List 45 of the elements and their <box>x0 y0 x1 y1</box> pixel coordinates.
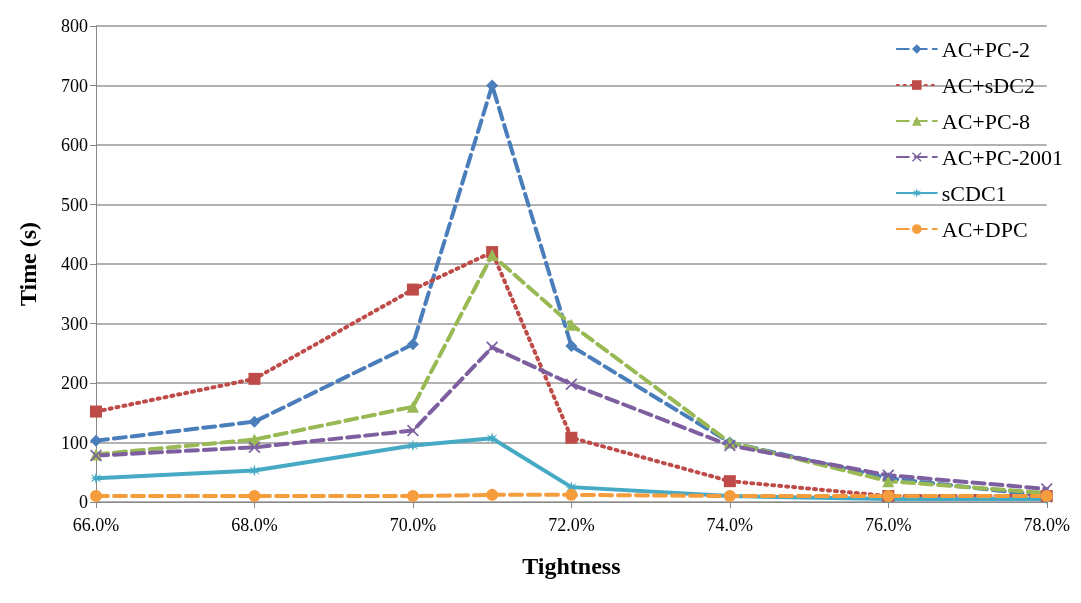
point <box>90 405 102 418</box>
point <box>248 415 261 428</box>
point <box>723 475 736 488</box>
point <box>248 464 261 477</box>
y-tick-label: 400 <box>61 254 88 274</box>
y-axis-title: Time (s) <box>15 221 41 307</box>
point <box>406 338 419 351</box>
point <box>565 378 578 391</box>
legend-label: AC+PC-8 <box>941 108 1031 134</box>
legend-label: sCDC1 <box>941 180 1007 206</box>
point <box>406 283 419 296</box>
point <box>486 432 499 445</box>
x-tick-label: 76.0% <box>865 515 912 535</box>
y-tick-label: 500 <box>61 194 88 215</box>
point <box>406 439 419 452</box>
x-tick-label: 78.0% <box>1023 515 1070 535</box>
legend-label: AC+sDC2 <box>941 72 1035 98</box>
y-tick-label: 100 <box>61 432 88 453</box>
legend-label: AC+DPC <box>941 216 1028 242</box>
point <box>565 318 578 331</box>
legend-label: AC+PC-2 <box>941 36 1031 62</box>
x-tick-label: 72.0% <box>548 515 595 535</box>
point <box>90 434 102 447</box>
point <box>248 372 261 385</box>
point <box>90 490 102 503</box>
point <box>486 341 499 354</box>
point <box>486 488 499 501</box>
y-tick-label: 0 <box>79 492 88 512</box>
y-tick-label: 200 <box>61 373 88 393</box>
x-tick-label: 74.0% <box>706 515 754 535</box>
x-tick-label: 70.0% <box>389 515 437 535</box>
legend-label: AC+PC-2001 <box>941 144 1064 170</box>
point <box>565 488 578 501</box>
y-tick-label: 700 <box>61 75 88 96</box>
y-tick-label: 600 <box>61 135 88 155</box>
point <box>406 490 419 503</box>
y-tick-label: 800 <box>61 16 88 36</box>
y-tick-label: 300 <box>61 313 88 334</box>
point <box>406 400 419 413</box>
x-axis-title: Tightness <box>522 553 621 579</box>
point <box>248 490 261 503</box>
point <box>565 431 578 444</box>
point <box>565 340 578 353</box>
x-tick-label: 68.0% <box>231 515 278 535</box>
x-tick-label: 66.0% <box>72 515 120 535</box>
